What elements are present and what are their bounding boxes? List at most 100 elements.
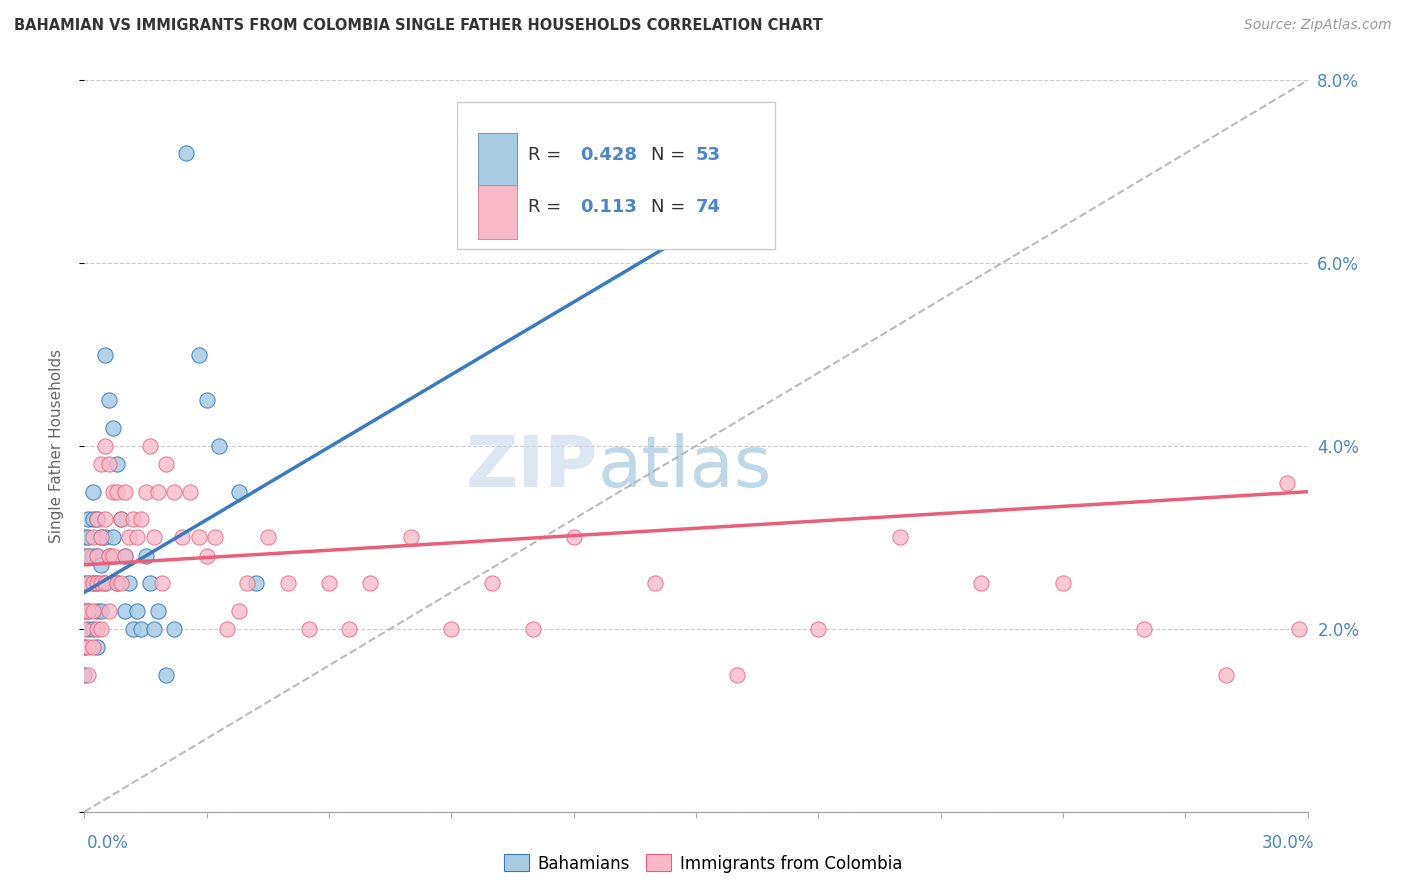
Point <box>93 512 117 526</box>
Point <box>110 512 132 526</box>
Point <box>105 484 128 499</box>
Point <box>77 530 100 544</box>
Point <box>77 576 100 591</box>
Point <box>93 576 117 591</box>
Point <box>522 622 544 636</box>
Point <box>195 393 218 408</box>
Point <box>298 622 321 636</box>
Point <box>90 530 112 544</box>
Point <box>90 558 112 572</box>
Point <box>114 549 136 563</box>
Text: atlas: atlas <box>598 434 772 502</box>
Point <box>217 622 239 636</box>
Text: Source: ZipAtlas.com: Source: ZipAtlas.com <box>1244 18 1392 32</box>
Point <box>118 530 141 544</box>
Text: 0.113: 0.113 <box>579 197 637 216</box>
Point <box>97 458 120 472</box>
Point <box>82 576 104 591</box>
Point <box>82 603 104 617</box>
Point <box>86 640 108 655</box>
Point <box>82 640 104 655</box>
Point <box>77 622 100 636</box>
Point <box>208 439 231 453</box>
Point <box>77 603 100 617</box>
Point <box>90 603 112 617</box>
Point <box>86 576 108 591</box>
Point <box>644 576 666 591</box>
Point <box>318 576 340 591</box>
Point <box>73 576 96 591</box>
Point <box>155 667 177 681</box>
Point <box>187 530 209 544</box>
Point <box>725 667 748 681</box>
Point <box>110 512 132 526</box>
Point <box>440 622 463 636</box>
Point <box>245 576 267 591</box>
Point <box>93 576 117 591</box>
Text: 30.0%: 30.0% <box>1263 834 1315 852</box>
Point <box>110 576 132 591</box>
Point <box>86 512 108 526</box>
Point <box>135 484 157 499</box>
Point <box>163 622 186 636</box>
Point <box>82 549 104 563</box>
FancyBboxPatch shape <box>457 103 776 249</box>
Point <box>86 576 108 591</box>
Point <box>82 512 104 526</box>
Point <box>131 512 153 526</box>
Point <box>236 576 259 591</box>
Point <box>93 439 117 453</box>
Point <box>90 458 112 472</box>
Legend: Bahamians, Immigrants from Colombia: Bahamians, Immigrants from Colombia <box>498 847 908 880</box>
Point <box>86 512 108 526</box>
Point <box>73 549 96 563</box>
Text: BAHAMIAN VS IMMIGRANTS FROM COLOMBIA SINGLE FATHER HOUSEHOLDS CORRELATION CHART: BAHAMIAN VS IMMIGRANTS FROM COLOMBIA SIN… <box>14 18 823 33</box>
FancyBboxPatch shape <box>478 133 517 188</box>
Point <box>86 603 108 617</box>
Point <box>359 576 381 591</box>
Point <box>179 484 201 499</box>
Point <box>142 530 165 544</box>
Point <box>77 640 100 655</box>
Point <box>122 512 145 526</box>
Point <box>97 603 120 617</box>
Point <box>1215 667 1237 681</box>
Point <box>86 549 108 563</box>
Point <box>77 549 100 563</box>
Point <box>90 530 112 544</box>
Text: R =: R = <box>529 197 574 216</box>
Point <box>339 622 361 636</box>
Y-axis label: Single Father Households: Single Father Households <box>49 349 63 543</box>
Point <box>970 576 993 591</box>
Point <box>77 603 100 617</box>
Point <box>257 530 280 544</box>
Point <box>73 530 96 544</box>
Point <box>163 484 186 499</box>
Point <box>114 603 136 617</box>
Point <box>131 622 153 636</box>
Point <box>135 549 157 563</box>
Point <box>73 603 96 617</box>
Point <box>122 622 145 636</box>
Point <box>77 512 100 526</box>
Point <box>101 484 124 499</box>
Point <box>93 347 117 362</box>
Point <box>73 640 96 655</box>
Point <box>82 576 104 591</box>
Point <box>481 576 503 591</box>
Point <box>86 622 108 636</box>
Point <box>101 420 124 434</box>
Point <box>1277 475 1299 490</box>
Point <box>204 530 226 544</box>
Point <box>73 603 96 617</box>
Point <box>195 549 218 563</box>
Point <box>155 458 177 472</box>
Point <box>101 549 124 563</box>
Point <box>105 458 128 472</box>
Point <box>105 576 128 591</box>
Point <box>277 576 299 591</box>
Point <box>172 530 194 544</box>
Point <box>1133 622 1156 636</box>
Point <box>82 530 104 544</box>
Point <box>1052 576 1074 591</box>
